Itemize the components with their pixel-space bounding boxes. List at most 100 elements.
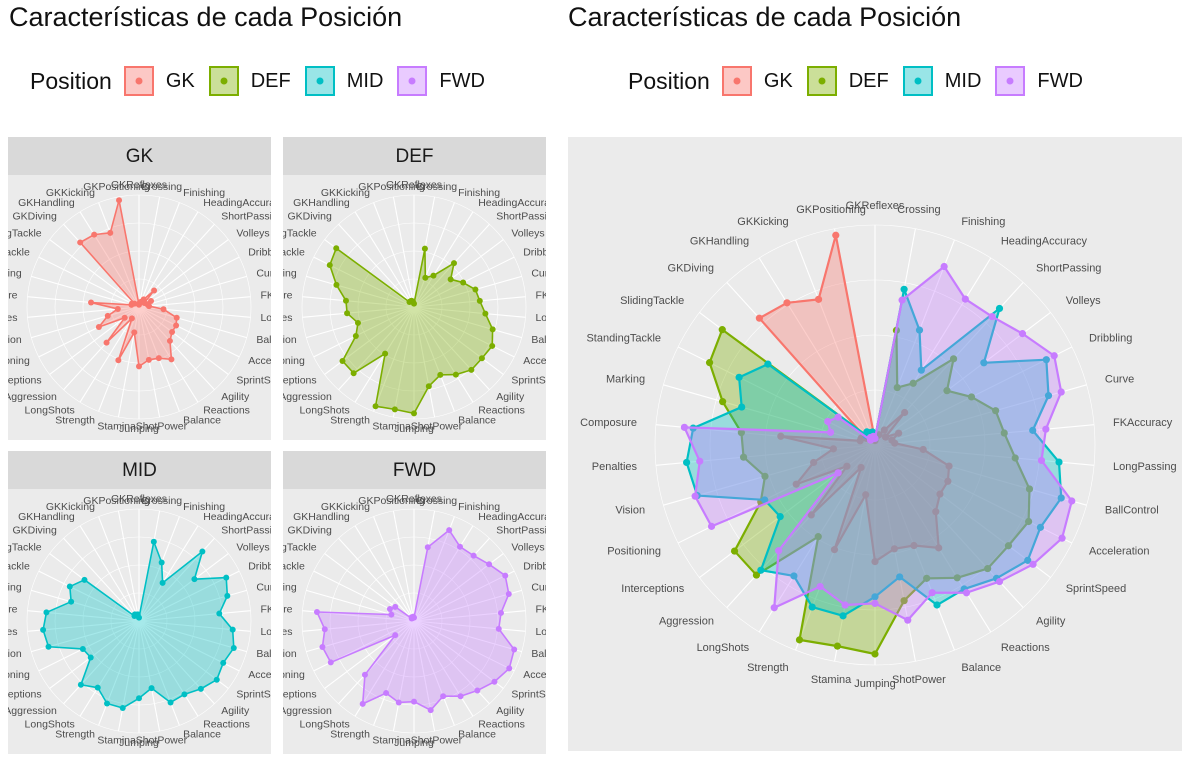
axis-label-gkdiving: GKDiving xyxy=(668,262,714,274)
axis-label-ballcontrol: BallControl xyxy=(256,334,271,346)
axis-label-balance: Balance xyxy=(183,729,221,741)
point-mid-stamina xyxy=(119,704,126,711)
point-mid-positioning xyxy=(761,496,769,504)
point-def-volleys xyxy=(943,387,951,395)
point-def-vision xyxy=(354,319,361,326)
point-fwd-acceleration xyxy=(506,665,513,672)
axis-label-agility: Agility xyxy=(496,705,525,717)
left-legend: Position GK DEF MID FWD xyxy=(30,58,499,104)
point-mid-balance xyxy=(933,601,941,609)
axis-label-finishing: Finishing xyxy=(961,216,1005,228)
axis-label-aggression: Aggression xyxy=(659,616,714,628)
point-mid-strength xyxy=(104,700,111,707)
point-def-positioning xyxy=(352,332,359,339)
axis-label-gkreflexes: GKReflexes xyxy=(111,179,167,191)
axis-label-stamina: Stamina xyxy=(97,421,136,433)
axis-label-shotpower: ShotPower xyxy=(892,674,946,686)
axis-label-shortpassing: ShortPassing xyxy=(221,525,271,537)
point-gk-gkkicking xyxy=(814,295,823,303)
left-legend-key-mid xyxy=(304,66,335,96)
axis-label-longpassing: LongPassing xyxy=(535,626,546,638)
point-fwd-slidingtackle xyxy=(392,603,399,610)
point-fwd-ballcontrol xyxy=(511,646,518,653)
point-def-jumping xyxy=(871,650,879,658)
axis-label-slidingtackle: SlidingTackle xyxy=(620,295,684,307)
right-legend-key-mid xyxy=(902,66,933,96)
point-gk-slidingtackle xyxy=(131,300,138,307)
axis-label-interceptions: Interceptions xyxy=(621,583,684,595)
point-def-shortpassing xyxy=(949,355,958,363)
left-legend-item-mid: MID xyxy=(304,66,383,96)
gridline-ring-3 xyxy=(54,222,224,392)
point-mid-dribbling xyxy=(223,574,230,581)
axis-label-vision: Vision xyxy=(8,334,22,346)
axis-label-volleys: Volleys xyxy=(511,227,544,239)
axis-label-stamina: Stamina xyxy=(811,674,852,686)
axis-label-dribbling: Dribbling xyxy=(248,560,271,572)
point-def-marking xyxy=(333,281,340,288)
point-fwd-penalties xyxy=(321,626,328,633)
right-legend-label-gk: GK xyxy=(763,69,793,92)
gridline-ring-4 xyxy=(301,194,527,420)
point-fwd-shotpower xyxy=(427,707,434,714)
point-fwd-interceptions xyxy=(392,632,399,639)
axis-label-curve: Curve xyxy=(531,581,546,593)
axis-label-gkhandling: GKHandling xyxy=(293,197,350,209)
point-gk-volleys xyxy=(881,433,890,441)
axis-label-reactions: Reactions xyxy=(203,719,250,731)
point-fwd-agility xyxy=(995,577,1004,586)
right-legend-label-fwd: FWD xyxy=(1037,69,1083,92)
axis-label-sprintspeed: SprintSpeed xyxy=(1066,583,1127,595)
point-fwd-vision xyxy=(319,644,326,651)
point-def-curve xyxy=(472,286,479,293)
left-legend-item-fwd: FWD xyxy=(397,66,485,96)
point-gk-vision xyxy=(810,458,818,467)
point-def-longpassing xyxy=(1011,454,1019,462)
point-def-finishing xyxy=(422,274,429,281)
point-gk-balance xyxy=(910,541,918,550)
left-legend-item-def: DEF xyxy=(208,66,291,96)
axis-label-shotpower: ShotPower xyxy=(411,735,463,747)
left-legend-label-fwd: FWD xyxy=(439,69,485,92)
point-def-balance xyxy=(923,574,931,582)
point-def-vision xyxy=(761,472,769,480)
point-def-fkaccuracy xyxy=(1000,429,1008,437)
point-def-crossing xyxy=(421,245,428,252)
point-def-penalties xyxy=(344,310,351,317)
point-gk-dribbling xyxy=(895,429,903,437)
axis-label-composure: Composure xyxy=(8,604,18,616)
axis-label-ballcontrol: BallControl xyxy=(256,648,271,660)
axis-label-gkhandling: GKHandling xyxy=(18,197,75,209)
point-fwd-curve xyxy=(505,591,512,598)
axis-label-gkkicking: GKKicking xyxy=(46,501,95,513)
axis-label-strength: Strength xyxy=(330,415,370,427)
axis-label-marking: Marking xyxy=(606,374,645,386)
point-mid-jumping xyxy=(136,695,142,702)
axis-label-gkkicking: GKKicking xyxy=(737,216,788,228)
point-def-strength xyxy=(795,636,804,644)
axis-label-penalties: Penalties xyxy=(8,312,18,324)
axis-label-shortpassing: ShortPassing xyxy=(496,525,546,537)
point-gk-gkdiving xyxy=(77,239,84,246)
axis-label-shotpower: ShotPower xyxy=(411,421,463,433)
axis-label-acceleration: Acceleration xyxy=(1089,545,1150,557)
right-legend-item-fwd: FWD xyxy=(995,66,1083,96)
point-fwd-ballcontrol xyxy=(1068,497,1076,505)
axis-label-composure: Composure xyxy=(580,417,637,429)
point-gk-gkhandling xyxy=(91,231,98,238)
point-fwd-headingaccuracy xyxy=(456,543,463,550)
point-gk-shortpassing xyxy=(151,287,158,294)
facet-strip-label-fwd: FWD xyxy=(393,460,436,481)
axis-label-gkpositioning: GKPositioning xyxy=(358,495,425,507)
axis-label-fkaccuracy: FKAccuracy xyxy=(260,604,271,616)
axis-label-gkdiving: GKDiving xyxy=(287,211,332,223)
point-mid-fkaccuracy xyxy=(216,610,223,617)
axis-label-finishing: Finishing xyxy=(183,501,225,513)
axis-label-agility: Agility xyxy=(221,705,250,717)
point-def-ballcontrol xyxy=(489,326,496,333)
point-mid-interceptions xyxy=(776,512,784,521)
point-mid-agility xyxy=(197,685,204,692)
axis-label-gkreflexes: GKReflexes xyxy=(386,493,442,505)
axis-label-ballcontrol: BallControl xyxy=(1105,504,1159,516)
